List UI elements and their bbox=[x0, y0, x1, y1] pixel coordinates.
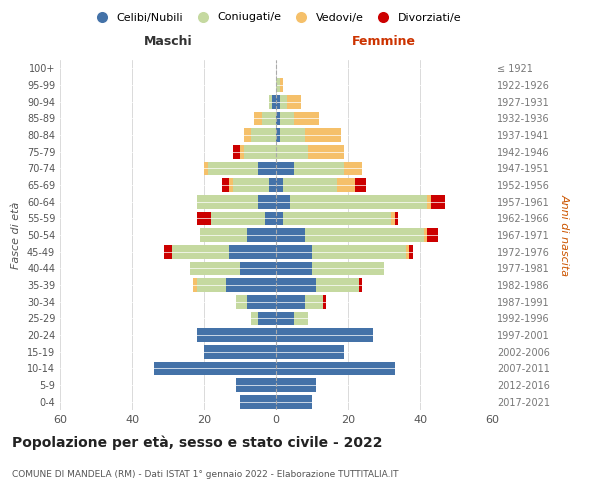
Bar bbox=[276, 328, 373, 342]
Text: Maschi: Maschi bbox=[143, 36, 193, 49]
Bar bbox=[316, 278, 359, 292]
Bar bbox=[305, 228, 424, 242]
Bar bbox=[276, 128, 280, 142]
Bar bbox=[305, 295, 323, 308]
Text: Femmine: Femmine bbox=[352, 36, 416, 49]
Bar bbox=[276, 378, 316, 392]
Bar bbox=[294, 312, 308, 325]
Bar bbox=[276, 312, 294, 325]
Bar bbox=[276, 278, 316, 292]
Bar bbox=[280, 95, 287, 108]
Bar bbox=[280, 78, 283, 92]
Bar bbox=[312, 262, 384, 275]
Bar bbox=[395, 212, 398, 225]
Bar bbox=[287, 95, 301, 108]
Bar bbox=[240, 262, 276, 275]
Bar bbox=[344, 162, 362, 175]
Bar bbox=[229, 245, 276, 258]
Bar bbox=[197, 212, 211, 225]
Bar bbox=[258, 195, 276, 208]
Bar bbox=[431, 195, 445, 208]
Bar bbox=[197, 195, 258, 208]
Bar bbox=[409, 245, 413, 258]
Bar bbox=[276, 295, 305, 308]
Bar bbox=[247, 295, 276, 308]
Bar bbox=[236, 295, 247, 308]
Bar bbox=[312, 245, 406, 258]
Bar bbox=[240, 145, 244, 158]
Bar bbox=[276, 178, 283, 192]
Bar bbox=[323, 295, 326, 308]
Bar bbox=[164, 245, 172, 258]
Bar bbox=[276, 78, 280, 92]
Bar bbox=[406, 245, 409, 258]
Bar bbox=[233, 145, 240, 158]
Bar bbox=[276, 228, 305, 242]
Bar bbox=[247, 228, 276, 242]
Bar bbox=[424, 228, 427, 242]
Bar bbox=[276, 195, 290, 208]
Bar bbox=[276, 362, 395, 375]
Y-axis label: Fasce di età: Fasce di età bbox=[11, 202, 21, 268]
Bar bbox=[283, 178, 337, 192]
Bar bbox=[190, 262, 240, 275]
Bar bbox=[236, 378, 276, 392]
Bar bbox=[269, 178, 276, 192]
Bar bbox=[283, 212, 391, 225]
Bar bbox=[254, 112, 262, 125]
Bar bbox=[229, 178, 233, 192]
Bar bbox=[258, 162, 276, 175]
Bar bbox=[280, 112, 294, 125]
Bar bbox=[276, 395, 312, 408]
Bar bbox=[276, 245, 312, 258]
Bar bbox=[272, 95, 276, 108]
Bar bbox=[280, 128, 305, 142]
Bar bbox=[294, 112, 319, 125]
Bar bbox=[290, 195, 427, 208]
Bar bbox=[294, 162, 344, 175]
Bar bbox=[276, 95, 280, 108]
Bar bbox=[276, 345, 344, 358]
Bar bbox=[211, 212, 265, 225]
Legend: Celibi/Nubili, Coniugati/e, Vedovi/e, Divorziati/e: Celibi/Nubili, Coniugati/e, Vedovi/e, Di… bbox=[86, 8, 466, 27]
Bar bbox=[200, 228, 247, 242]
Bar bbox=[337, 178, 355, 192]
Bar bbox=[208, 162, 258, 175]
Bar bbox=[258, 312, 276, 325]
Text: COMUNE DI MANDELA (RM) - Dati ISTAT 1° gennaio 2022 - Elaborazione TUTTITALIA.IT: COMUNE DI MANDELA (RM) - Dati ISTAT 1° g… bbox=[12, 470, 398, 479]
Bar bbox=[244, 128, 251, 142]
Bar bbox=[262, 112, 276, 125]
Bar bbox=[276, 145, 308, 158]
Bar bbox=[276, 162, 294, 175]
Bar bbox=[276, 212, 283, 225]
Bar bbox=[427, 195, 431, 208]
Bar bbox=[391, 212, 395, 225]
Bar bbox=[276, 262, 312, 275]
Bar bbox=[233, 178, 269, 192]
Bar bbox=[193, 278, 197, 292]
Bar bbox=[222, 178, 229, 192]
Bar bbox=[305, 128, 341, 142]
Bar bbox=[276, 112, 280, 125]
Bar bbox=[204, 162, 208, 175]
Y-axis label: Anni di nascita: Anni di nascita bbox=[559, 194, 569, 276]
Bar bbox=[427, 228, 438, 242]
Bar bbox=[251, 128, 276, 142]
Bar bbox=[240, 395, 276, 408]
Bar bbox=[172, 245, 229, 258]
Bar bbox=[197, 278, 226, 292]
Bar bbox=[154, 362, 276, 375]
Bar bbox=[226, 278, 276, 292]
Bar bbox=[251, 312, 258, 325]
Bar bbox=[265, 212, 276, 225]
Text: Popolazione per età, sesso e stato civile - 2022: Popolazione per età, sesso e stato civil… bbox=[12, 435, 383, 450]
Bar bbox=[269, 95, 272, 108]
Bar bbox=[308, 145, 344, 158]
Bar bbox=[355, 178, 366, 192]
Bar bbox=[204, 345, 276, 358]
Bar bbox=[197, 328, 276, 342]
Bar bbox=[244, 145, 276, 158]
Bar bbox=[359, 278, 362, 292]
